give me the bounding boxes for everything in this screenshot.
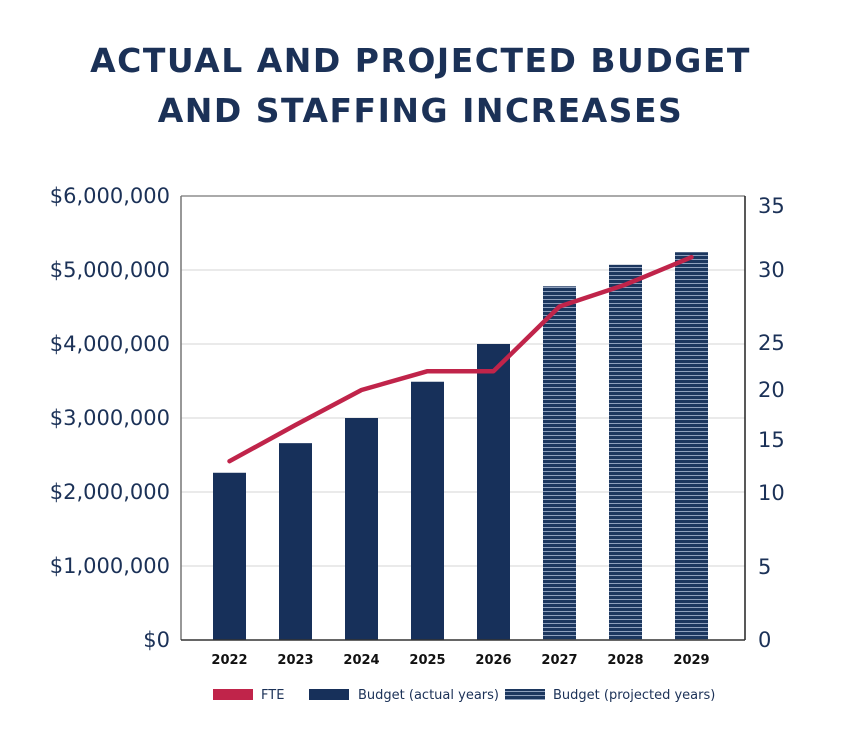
left-tick-label: $5,000,000 <box>50 258 170 282</box>
left-axis-ticks: $0 $1,000,000 $2,000,000 $3,000,000 $4,000,0… <box>50 184 170 652</box>
left-tick-label: $4,000,000 <box>50 332 170 356</box>
x-tick-label: 2022 <box>211 653 247 668</box>
bar-budget-actual-2022 <box>213 472 246 640</box>
gridlines <box>181 269 745 567</box>
fte-line <box>227 254 694 464</box>
bar-budget-actual-2025 <box>411 381 444 640</box>
x-tick-label: 2026 <box>475 653 511 668</box>
bar-budget-actual-2023 <box>279 443 312 640</box>
x-axis-ticks: 2022 2023 2024 2025 2026 2027 2028 2029 <box>211 653 709 668</box>
chart-title-line-2: AND STAFFING INCREASES <box>157 91 684 130</box>
legend-fte-swatch <box>213 689 253 700</box>
left-tick-label: $1,000,000 <box>50 554 170 578</box>
legend: FTE Budget (actual years) Budget (projecte… <box>213 688 715 703</box>
right-tick-label: 15 <box>758 428 785 452</box>
x-tick-label: 2023 <box>277 653 313 668</box>
bar-budget-projected-2029 <box>675 252 708 641</box>
legend-budget-actual-swatch <box>309 689 349 700</box>
x-tick-label: 2029 <box>673 653 709 668</box>
legend-fte-label: FTE <box>261 688 284 703</box>
right-tick-label: 25 <box>758 331 785 355</box>
bar-budget-actual-2024 <box>345 418 378 640</box>
bar-budget-projected-2027 <box>543 286 576 640</box>
plot-frame <box>180 195 746 641</box>
chart-title-line-1: ACTUAL AND PROJECTED BUDGET <box>90 41 751 80</box>
x-tick-label: 2028 <box>607 653 643 668</box>
left-tick-label: $6,000,000 <box>50 184 170 208</box>
right-tick-label: 10 <box>758 481 785 505</box>
right-tick-label: 30 <box>758 258 785 282</box>
legend-budget-actual-label: Budget (actual years) <box>358 688 499 703</box>
x-tick-label: 2024 <box>343 653 379 668</box>
left-tick-label: $3,000,000 <box>50 406 170 430</box>
bars <box>213 252 708 641</box>
x-tick-label: 2025 <box>409 653 445 668</box>
chart-title: ACTUAL AND PROJECTED BUDGET AND STAFFING… <box>0 36 841 136</box>
right-tick-label: 20 <box>758 378 785 402</box>
x-tick-label: 2027 <box>541 653 577 668</box>
left-tick-label: $2,000,000 <box>50 480 170 504</box>
fte-line-group <box>227 254 694 464</box>
right-tick-label: 0 <box>758 628 771 652</box>
legend-budget-projected-swatch <box>505 689 545 700</box>
left-tick-label: $0 <box>143 628 170 652</box>
right-tick-label: 35 <box>758 194 785 218</box>
bar-budget-projected-2028 <box>609 264 642 640</box>
legend-budget-projected-label: Budget (projected years) <box>553 688 715 703</box>
right-axis-ticks: 0 5 10 15 20 25 30 35 <box>758 194 785 652</box>
bar-budget-actual-2026 <box>477 344 510 640</box>
right-tick-label: 5 <box>758 555 771 579</box>
